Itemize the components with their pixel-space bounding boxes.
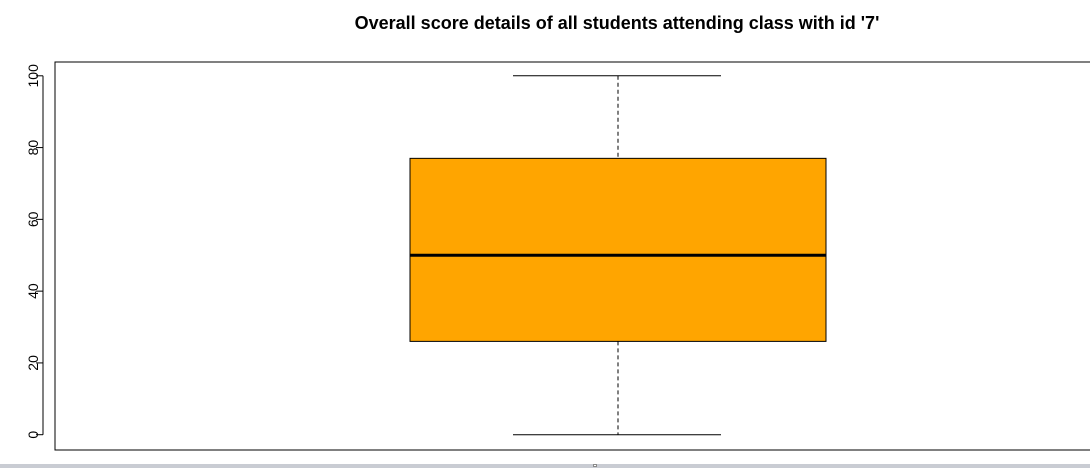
scroll-marker — [593, 464, 597, 467]
chart-title: Overall score details of all students at… — [355, 13, 880, 33]
y-tick-label: 40 — [25, 283, 41, 299]
y-tick-label: 80 — [25, 140, 41, 156]
y-tick-label: 20 — [25, 355, 41, 371]
y-axis-ticks: 0 20 40 60 80 100 — [25, 64, 43, 439]
y-tick-label: 100 — [25, 64, 41, 88]
iqr-box — [409, 157, 827, 342]
y-tick-label: 60 — [25, 211, 41, 227]
y-tick-label: 0 — [25, 431, 41, 439]
boxplot — [409, 75, 827, 436]
bottom-scrollbar — [0, 464, 1090, 468]
plot-frame — [54, 61, 1090, 451]
